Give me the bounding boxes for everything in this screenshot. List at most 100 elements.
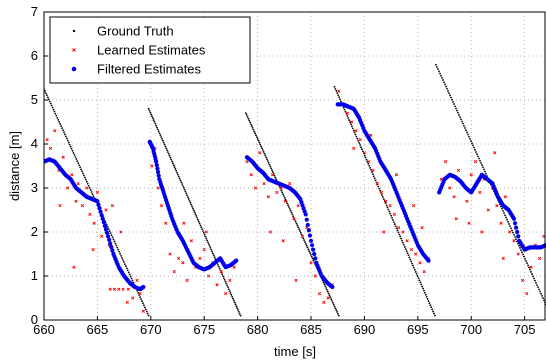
ground-truth-point: [45, 92, 47, 95]
ground-truth-point: [180, 181, 183, 184]
legend-marker-learned: [72, 48, 76, 52]
ground-truth-point: [51, 106, 54, 109]
filtered-estimate-point: [512, 221, 518, 226]
ground-truth-point: [49, 102, 52, 105]
x-tick-label: 665: [87, 322, 109, 337]
ground-truth-point: [407, 254, 410, 257]
ground-truth-point: [155, 124, 158, 127]
ground-truth-point: [156, 126, 158, 129]
learned-estimate-point: [322, 300, 326, 305]
ground-truth-point: [426, 298, 429, 300]
ground-truth-point: [538, 288, 540, 291]
ground-truth-point: [204, 235, 207, 238]
x-tick-label: 705: [514, 322, 536, 337]
learned-estimate-point: [473, 159, 478, 164]
ground-truth-point: [477, 155, 479, 158]
ground-truth-point: [337, 94, 340, 97]
learned-estimate-point: [469, 173, 473, 177]
learned-estimate-point: [100, 234, 104, 239]
learned-estimate-point: [61, 155, 65, 159]
ground-truth-point: [299, 231, 302, 234]
learned-estimate-point: [223, 291, 228, 296]
learned-estimate-point: [182, 221, 186, 225]
ground-truth-point: [238, 312, 241, 315]
ground-truth-point: [244, 112, 247, 115]
ground-truth-point: [343, 108, 346, 111]
ground-truth-point: [447, 90, 449, 92]
ground-truth-point: [311, 257, 314, 260]
ground-truth-point: [354, 133, 357, 136]
ground-truth-point: [475, 151, 477, 153]
ground-truth-point: [62, 129, 64, 132]
learned-estimate-point: [495, 203, 499, 208]
learned-estimate-point: [91, 247, 95, 252]
ground-truth-point: [142, 302, 144, 305]
learned-estimate-point: [367, 159, 371, 164]
ground-truth-point: [209, 247, 212, 249]
ground-truth-point: [378, 187, 381, 190]
learned-estimate-point: [300, 234, 305, 239]
ground-truth-point: [139, 296, 142, 298]
ground-truth-point: [123, 263, 126, 265]
ground-truth-point: [333, 305, 336, 308]
ground-truth-point: [305, 244, 308, 247]
ground-truth-point: [325, 287, 328, 289]
ground-truth-point: [167, 153, 170, 155]
ground-truth-point: [449, 94, 451, 97]
ground-truth-point: [147, 107, 150, 110]
learned-estimate-point: [65, 186, 70, 190]
learned-estimate-point: [189, 239, 194, 243]
ground-truth-point: [217, 263, 219, 266]
y-tick-label: 7: [31, 4, 38, 19]
learned-estimate-point: [275, 190, 279, 195]
ground-truth-point: [410, 260, 413, 263]
ground-truth-point: [172, 164, 175, 167]
ground-truth-point: [422, 287, 424, 290]
ground-truth-point: [53, 110, 56, 113]
filtered-estimate-point: [303, 212, 308, 217]
ground-truth-point: [524, 257, 526, 260]
ground-truth-point: [510, 227, 512, 230]
ground-truth-point: [395, 227, 398, 230]
ground-truth-point: [206, 239, 209, 242]
ground-truth-point: [153, 121, 156, 123]
ground-truth-point: [267, 161, 270, 164]
ground-truth-point: [250, 123, 252, 126]
ground-truth-point: [526, 262, 528, 265]
learned-estimate-point: [508, 230, 512, 234]
ground-truth-point: [463, 124, 465, 127]
ground-truth-point: [157, 130, 160, 133]
learned-estimate-point: [422, 269, 426, 274]
legend-marker-ground-truth: [72, 29, 76, 33]
ground-truth-point: [64, 135, 67, 138]
ground-truth-point: [159, 134, 162, 137]
ground-truth-point: [393, 223, 396, 225]
ground-truth-point: [196, 216, 199, 219]
learned-estimate-point: [266, 195, 270, 199]
learned-estimate-point: [119, 230, 123, 234]
ground-truth-point: [150, 113, 153, 116]
learned-estimate-point: [72, 265, 76, 269]
x-tick-label: 700: [460, 322, 482, 337]
ground-truth-point: [294, 220, 297, 223]
learned-estimate-point: [268, 230, 273, 234]
ground-truth-point: [527, 264, 529, 267]
ground-truth-point: [470, 140, 472, 143]
filtered-estimate-point: [305, 222, 310, 228]
ground-truth-point: [264, 154, 267, 157]
filtered-estimate-point: [516, 234, 521, 239]
ground-truth-point: [352, 129, 355, 132]
ground-truth-point: [371, 173, 374, 176]
ground-truth-point: [450, 96, 452, 99]
ground-truth-point: [334, 87, 337, 90]
ground-truth-point: [336, 311, 339, 313]
ground-truth-point: [56, 116, 59, 119]
ground-truth-point: [178, 177, 181, 180]
ground-truth-point: [458, 114, 460, 116]
ground-truth-point: [396, 229, 399, 232]
ground-truth-point: [369, 167, 372, 169]
y-axis-label: distance [m]: [7, 131, 22, 201]
learned-estimate-point: [503, 195, 508, 199]
learned-estimate-point: [478, 190, 482, 195]
ground-truth-point: [437, 68, 439, 71]
